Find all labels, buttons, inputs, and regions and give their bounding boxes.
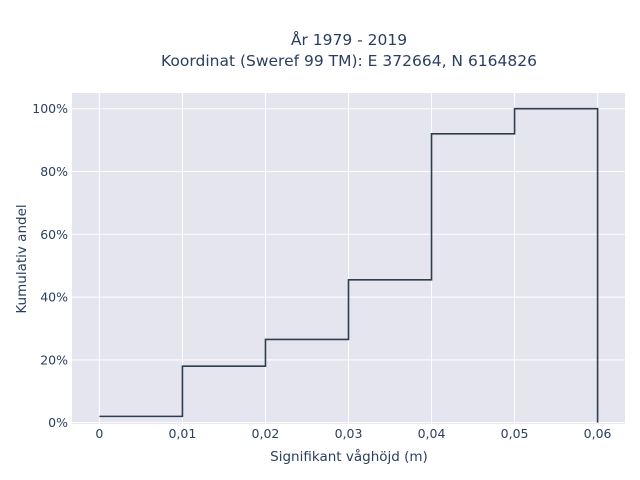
x-tick-label: 0: [95, 426, 103, 441]
x-tick-label: 0,01: [169, 426, 197, 441]
x-tick-label: 0,03: [335, 426, 363, 441]
y-axis-label: Kumulativ andel: [14, 204, 30, 313]
y-tick-label: 40%: [40, 290, 68, 305]
y-tick-label: 0%: [48, 415, 68, 430]
x-axis-ticks: 0 0,01 0,02 0,03 0,04 0,05 0,06: [95, 426, 611, 441]
x-tick-label: 0,02: [252, 426, 280, 441]
x-tick-label: 0,06: [584, 426, 612, 441]
y-tick-label: 80%: [40, 164, 68, 179]
chart-title-line2: Koordinat (Sweref 99 TM): E 372664, N 61…: [161, 52, 537, 70]
y-tick-label: 60%: [40, 227, 68, 242]
chart-title-line1: År 1979 - 2019: [291, 30, 407, 49]
x-tick-label: 0,04: [418, 426, 446, 441]
y-axis-ticks: 0% 20% 40% 60% 80% 100%: [32, 101, 68, 430]
x-tick-label: 0,05: [501, 426, 529, 441]
y-tick-label: 100%: [32, 101, 68, 116]
series-layer: [99, 107, 599, 423]
cdf-step-line: [99, 107, 599, 423]
y-tick-label: 20%: [40, 352, 68, 367]
x-axis-label: Signifikant våghöjd (m): [270, 448, 428, 465]
